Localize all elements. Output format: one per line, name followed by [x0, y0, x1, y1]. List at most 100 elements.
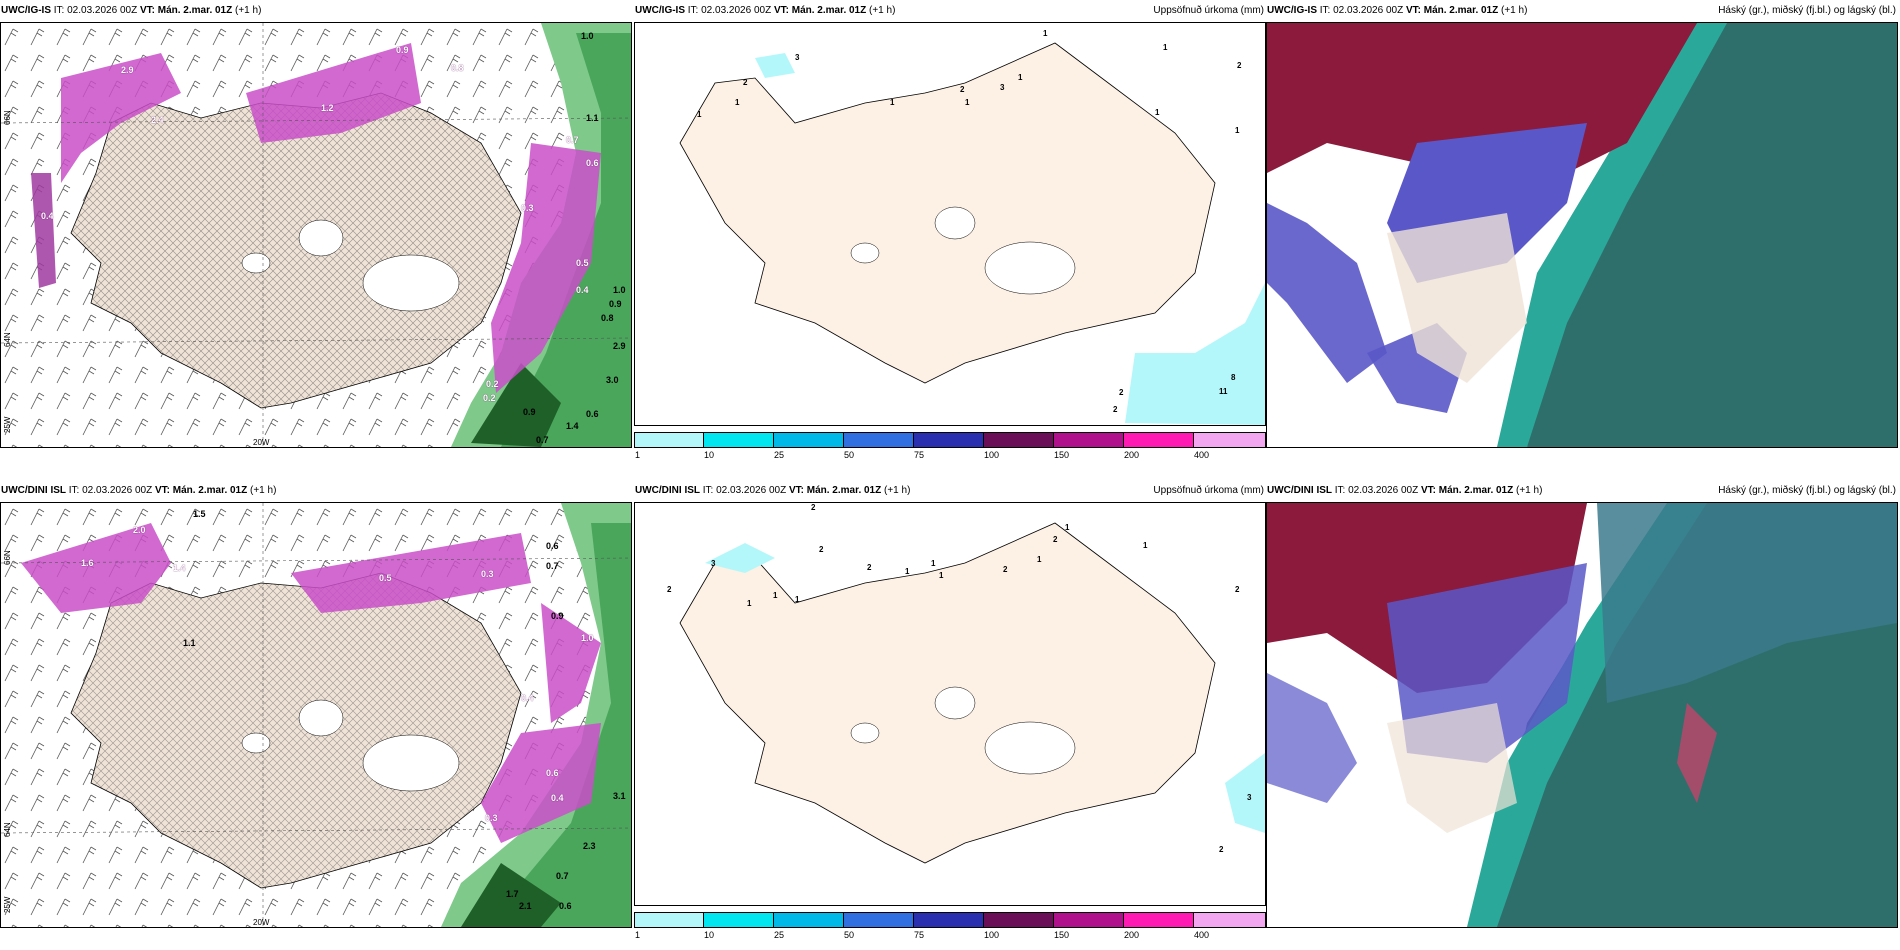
colorbar-tick: 75: [914, 450, 925, 460]
colorbar-tick: 150: [1054, 930, 1070, 940]
it-value: 02.03.2026 00Z: [1348, 485, 1419, 496]
model-name: UWC/IG-IS: [1267, 5, 1317, 16]
precip-title: Uppsöfnuð úrkoma (mm): [1153, 5, 1264, 16]
cloud-title: Háský (gr.), miðský (fj.bl.) og lágský (…: [1718, 5, 1896, 16]
wind-map-svg: [1, 23, 631, 447]
lat-label: 66N: [3, 550, 12, 565]
lead-time: (+1 h): [250, 485, 277, 496]
panel-header: UWC/IG-IS IT: 02.03.2026 00Z VT: Mán. 2.…: [1266, 0, 1898, 22]
it-value: 02.03.2026 00Z: [716, 485, 787, 496]
vt-value: Mán. 2.mar. 01Z: [157, 5, 233, 16]
colorbar-segment: [634, 912, 704, 928]
wind-map[interactable]: 1.0 0.9 0.8 0.7 0.6 0.5 0.4 0.3 0.2 2.9 …: [0, 22, 632, 448]
colorbar-tick: 50: [844, 450, 855, 460]
cloud-map[interactable]: [1266, 502, 1898, 928]
panel-header: UWC/IG-IS IT: 02.03.2026 00Z VT: Mán. 2.…: [634, 0, 1266, 22]
model-name: UWC/DINI ISL: [635, 485, 700, 496]
colorbar: 1 10 25 50 75 100 150 200 400: [634, 912, 1266, 940]
precip-map-svg: [635, 23, 1265, 425]
colorbar-tick: 10: [704, 450, 715, 460]
model-name: UWC/DINI ISL: [1, 485, 66, 496]
lead-time: (+1 h): [884, 485, 911, 496]
colorbar-segment: [1124, 432, 1194, 448]
lead-time: (+1 h): [1516, 485, 1543, 496]
lon-label: 20W: [253, 918, 270, 927]
model-name: UWC/IG-IS: [1, 5, 51, 16]
colorbar-segment: [634, 432, 704, 448]
it-label: IT:: [1334, 485, 1346, 496]
colorbar-tick: 200: [1124, 930, 1140, 940]
it-label: IT:: [68, 485, 80, 496]
colorbar-segment: [984, 432, 1054, 448]
colorbar-tick: 100: [984, 450, 1000, 460]
vt-label: VT:: [154, 485, 170, 496]
colorbar-tick: 25: [774, 930, 785, 940]
lat-label: 64N: [3, 822, 12, 837]
colorbar: 1 10 25 50 75 100 150 200 400: [634, 432, 1266, 460]
vt-label: VT:: [773, 5, 789, 16]
it-label: IT:: [1319, 5, 1331, 16]
colorbar-segment: [844, 432, 914, 448]
model-name: UWC/DINI ISL: [1267, 485, 1332, 496]
colorbar-segment: [1124, 912, 1194, 928]
precip-map[interactable]: 3 2 1 1 1 2 1 3 1 1 1 1 2 1 2 8 11 2: [634, 22, 1266, 426]
colorbar-tick: 50: [844, 930, 855, 940]
colorbar-tick: 150: [1054, 450, 1070, 460]
colorbar-segment: [844, 912, 914, 928]
vt-value: Mán. 2.mar. 01Z: [1423, 5, 1499, 16]
it-value: 02.03.2026 00Z: [1333, 5, 1404, 16]
lead-time: (+1 h): [235, 5, 262, 16]
panel-header: UWC/DINI ISL IT: 02.03.2026 00Z VT: Mán.…: [634, 480, 1266, 502]
wind-map[interactable]: 1.5 2.0 1.6 1.4 1.1 0.6 0.7 0.5 0.4 0.3 …: [0, 502, 632, 928]
it-label: IT:: [702, 485, 714, 496]
colorbar-tick: 400: [1194, 450, 1210, 460]
precip-map[interactable]: 2 3 2 1 1 2 1 2 1 1 1 2 1 2 1 1 2 3 2: [634, 502, 1266, 906]
colorbar-segment: [774, 432, 844, 448]
lat-label: 25W: [3, 416, 12, 433]
colorbar-segment: [984, 912, 1054, 928]
colorbar-segment: [704, 912, 774, 928]
cloud-map-svg: [1267, 23, 1897, 447]
colorbar-tick: 1: [635, 450, 641, 460]
row1-cloud-panel: UWC/IG-IS IT: 02.03.2026 00Z VT: Mán. 2.…: [1266, 0, 1898, 448]
cloud-map-svg: [1267, 503, 1897, 927]
precip-title: Uppsöfnuð úrkoma (mm): [1153, 485, 1264, 496]
vt-value: Mán. 2.mar. 01Z: [806, 485, 882, 496]
colorbar-tick: 100: [984, 930, 1000, 940]
cloud-map[interactable]: [1266, 22, 1898, 448]
row1-wind-panel: UWC/IG-IS IT: 02.03.2026 00Z VT: Mán. 2.…: [0, 0, 632, 448]
colorbar-segment: [914, 912, 984, 928]
colorbar-segment: [1054, 432, 1124, 448]
colorbar-tick: 1: [635, 930, 641, 940]
wind-map-svg: [1, 503, 631, 927]
lat-label: 64N: [3, 332, 12, 347]
colorbar-segment: [774, 912, 844, 928]
precip-map-svg: [635, 503, 1265, 905]
vt-label: VT:: [1405, 5, 1421, 16]
lead-time: (+1 h): [1501, 5, 1528, 16]
row1-precip-panel: UWC/IG-IS IT: 02.03.2026 00Z VT: Mán. 2.…: [634, 0, 1266, 460]
vt-value: Mán. 2.mar. 01Z: [1438, 485, 1514, 496]
vt-value: Mán. 2.mar. 01Z: [791, 5, 867, 16]
vt-label: VT:: [788, 485, 804, 496]
vt-label: VT:: [139, 5, 155, 16]
row2-cloud-panel: UWC/DINI ISL IT: 02.03.2026 00Z VT: Mán.…: [1266, 480, 1898, 928]
colorbar-tick: 25: [774, 450, 785, 460]
it-label: IT:: [687, 5, 699, 16]
it-value: 02.03.2026 00Z: [82, 485, 153, 496]
colorbar-segment: [1054, 912, 1124, 928]
row2-wind-panel: UWC/DINI ISL IT: 02.03.2026 00Z VT: Mán.…: [0, 480, 632, 928]
it-value: 02.03.2026 00Z: [67, 5, 138, 16]
panel-header: UWC/DINI ISL IT: 02.03.2026 00Z VT: Mán.…: [0, 480, 632, 502]
colorbar-tick: 400: [1194, 930, 1210, 940]
model-name: UWC/IG-IS: [635, 5, 685, 16]
panel-header: UWC/DINI ISL IT: 02.03.2026 00Z VT: Mán.…: [1266, 480, 1898, 502]
it-value: 02.03.2026 00Z: [701, 5, 772, 16]
cloud-title: Háský (gr.), miðský (fj.bl.) og lágský (…: [1718, 485, 1896, 496]
panel-header: UWC/IG-IS IT: 02.03.2026 00Z VT: Mán. 2.…: [0, 0, 632, 22]
vt-label: VT:: [1420, 485, 1436, 496]
colorbar-segment: [704, 432, 774, 448]
colorbar-tick: 200: [1124, 450, 1140, 460]
lon-label: 20W: [253, 438, 270, 447]
colorbar-tick: 10: [704, 930, 715, 940]
